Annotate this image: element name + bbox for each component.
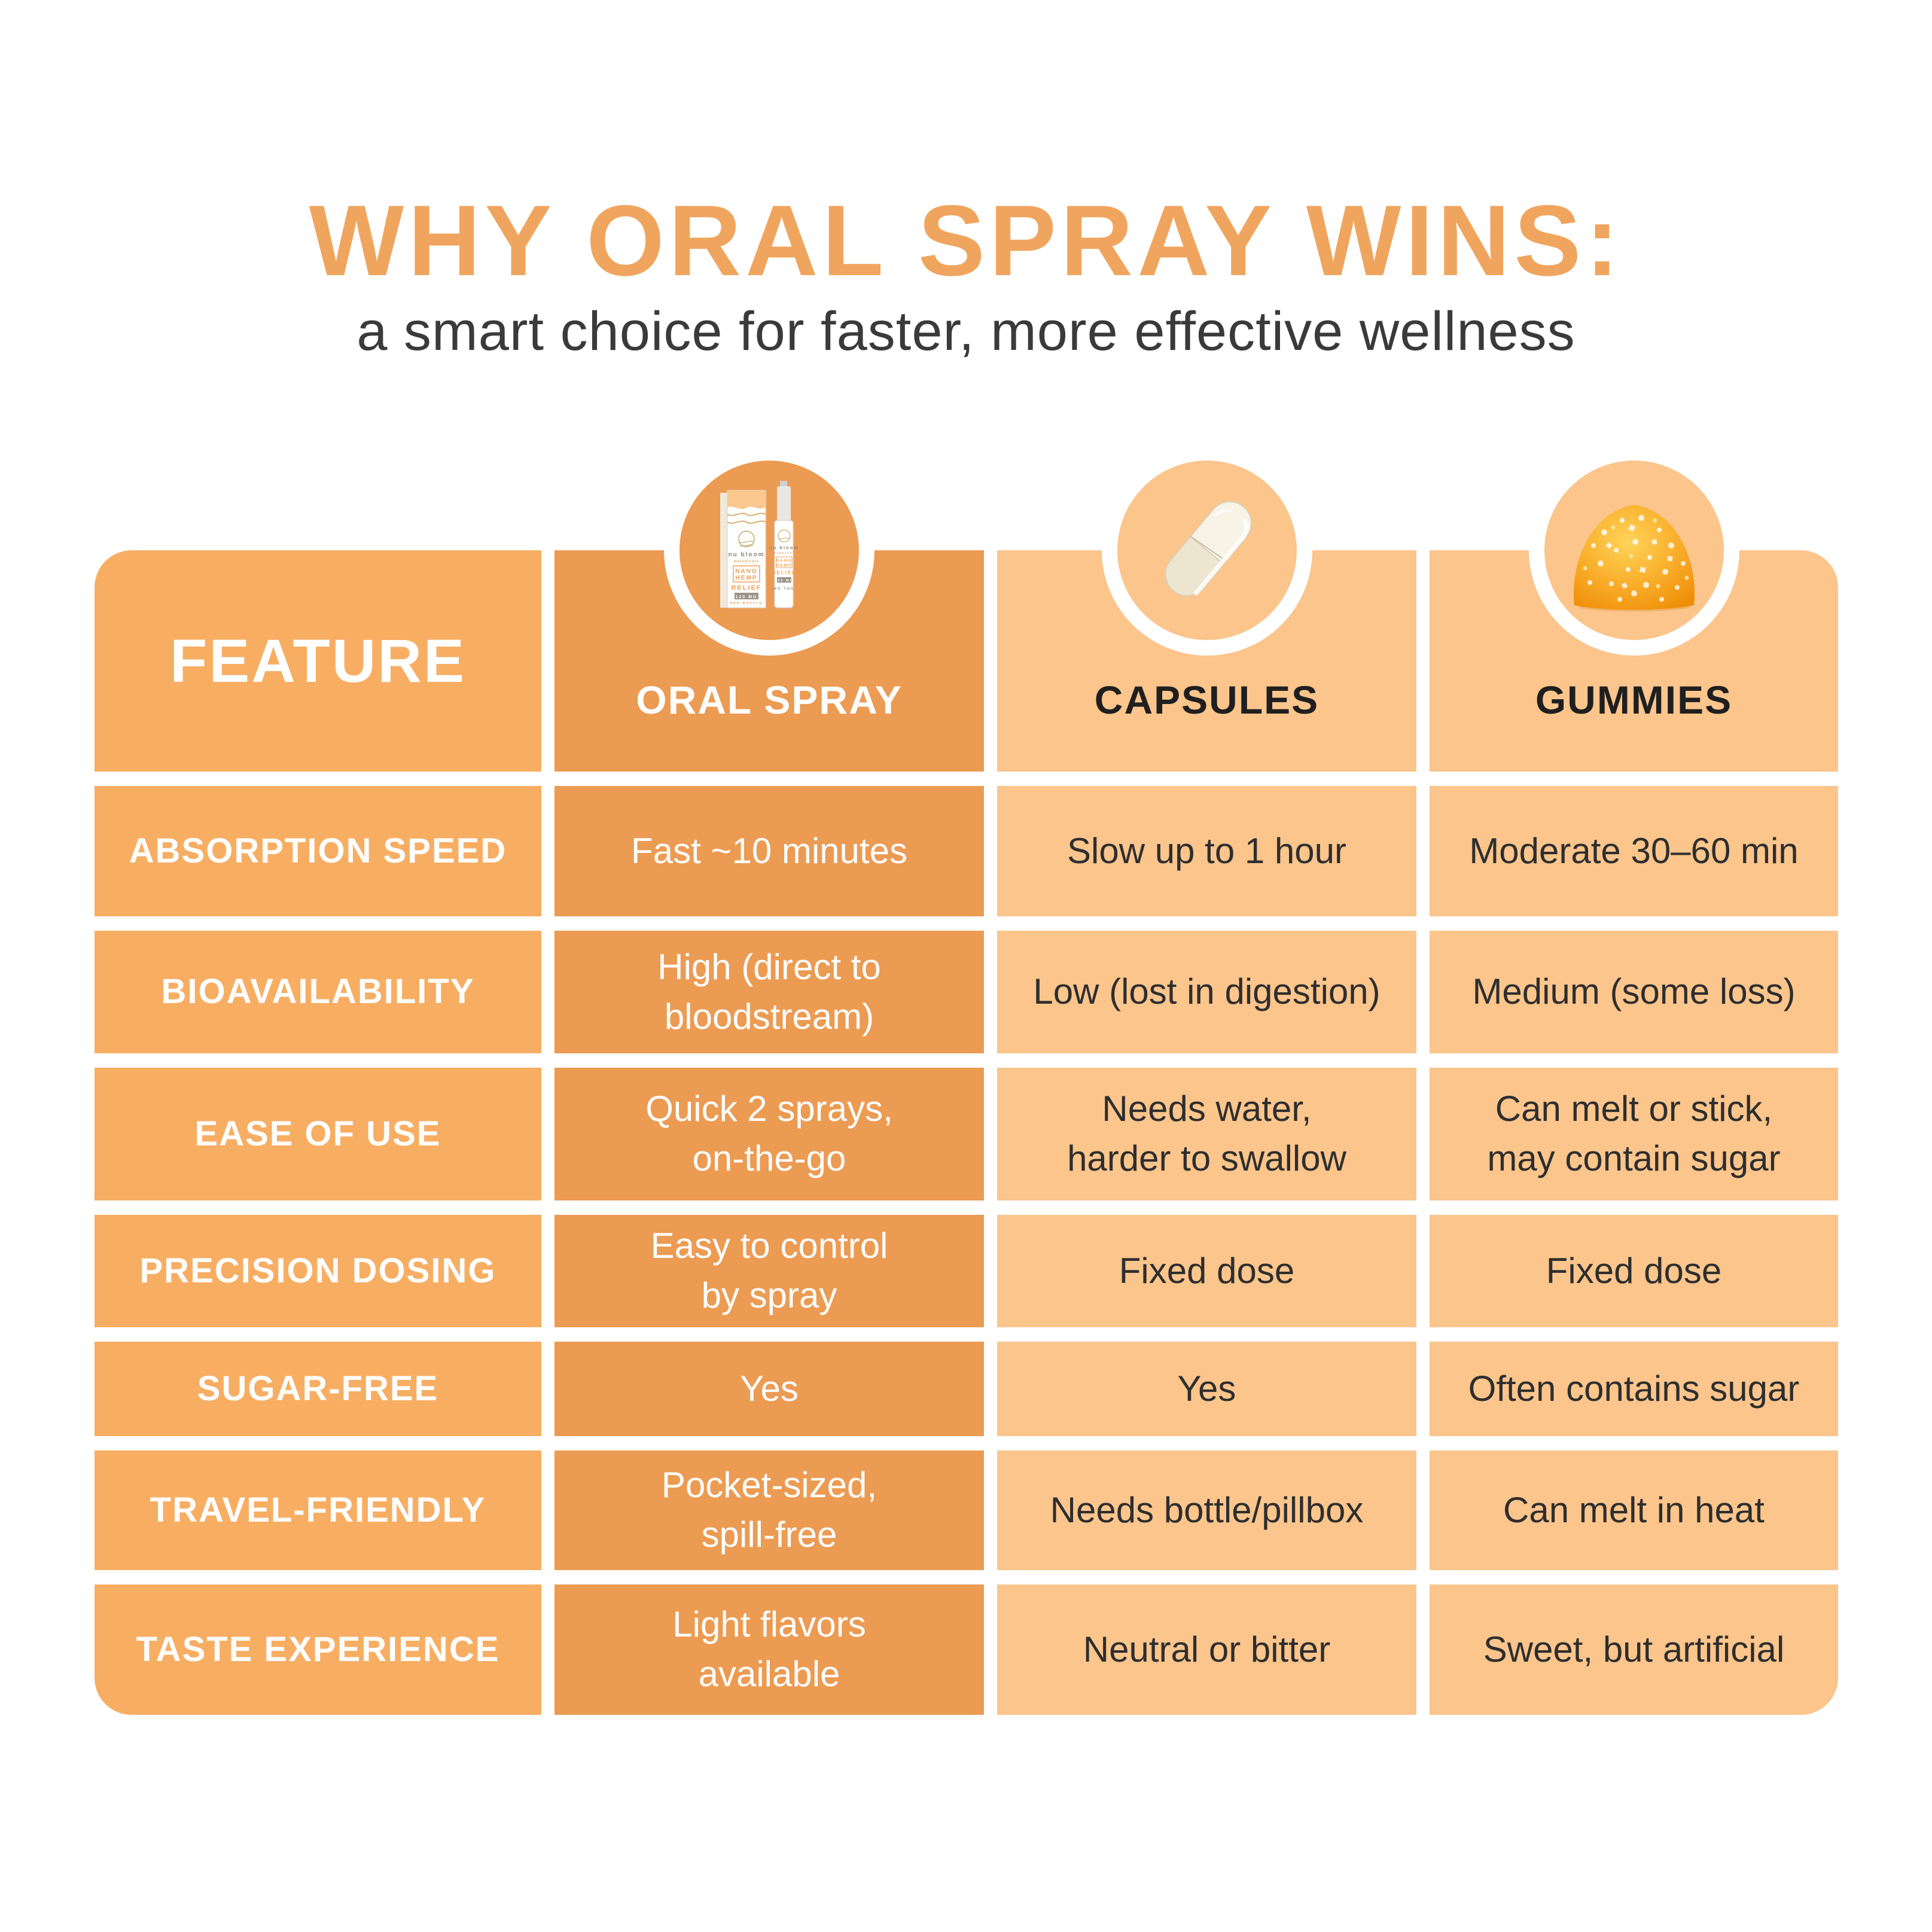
feature-header-label: FEATURE <box>169 626 467 695</box>
gummies-cell: Medium (some loss) <box>1430 931 1838 1053</box>
capsules-cell: Slow up to 1 hour <box>997 786 1416 916</box>
svg-text:botanicals: botanicals <box>771 551 798 555</box>
capsule-icon <box>1101 445 1312 656</box>
comparison-table: FEATURE nu bloom botanicals <box>95 445 1838 1715</box>
sugar-crystals <box>1587 515 1686 602</box>
sugar-crystals-light <box>1583 518 1689 589</box>
gummies-header-label: GUMMIES <box>1535 677 1733 722</box>
oral-spray-cell: High (direct to bloodstream) <box>554 931 984 1053</box>
gummies-header-cell: GUMMIES <box>1430 445 1838 772</box>
feature-cell: EASE OF USE <box>95 1068 541 1200</box>
svg-text:nu bloom: nu bloom <box>769 545 799 550</box>
oral-spray-cell: Pocket-sized, spill-free <box>554 1450 984 1570</box>
gummies-cell: Sweet, but artificial <box>1430 1584 1838 1715</box>
capsules-cell: Neutral or bitter <box>997 1584 1416 1715</box>
oral-spray-header-label: ORAL SPRAY <box>636 677 903 722</box>
gummies-cell: Often contains sugar <box>1430 1342 1838 1436</box>
oral-spray-cell: Fast ~10 minutes <box>554 786 984 916</box>
oral-spray-product-icon: nu bloom botanicals NANO HEMP RELIEF 120… <box>664 445 874 656</box>
feature-cell: PRECISION DOSING <box>95 1215 541 1327</box>
capsules-cell: Low (lost in digestion) <box>997 931 1416 1053</box>
svg-text:NANO: NANO <box>776 559 792 563</box>
capsules-header-cell: CAPSULES <box>997 445 1416 772</box>
page-title: WHY ORAL SPRAY WINS: <box>309 184 1623 297</box>
capsules-cell: Needs bottle/pillbox <box>997 1450 1416 1570</box>
feature-cell: TASTE EXPERIENCE <box>95 1584 541 1715</box>
feature-cell: ABSORPTION SPEED <box>95 786 541 916</box>
feature-header-cell: FEATURE <box>95 550 541 772</box>
oral-spray-header-cell: nu bloom botanicals NANO HEMP RELIEF 120… <box>554 445 984 772</box>
capsules-cell: Fixed dose <box>997 1215 1416 1327</box>
feature-cell: TRAVEL-FRIENDLY <box>95 1450 541 1570</box>
capsules-cell: Needs water, harder to swallow <box>997 1068 1416 1200</box>
oral-spray-cell: Light flavors available <box>554 1584 984 1715</box>
oral-spray-cell: Quick 2 sprays, on-the-go <box>554 1068 984 1200</box>
spray-pen-icon: nu bloom botanicals NANO HEMP RELIEF 120… <box>769 481 799 608</box>
feature-cell: BIOAVAILABILITY <box>95 931 541 1053</box>
gummy-icon <box>1528 445 1739 656</box>
svg-text:HEMP: HEMP <box>736 575 758 581</box>
svg-text:RELIEF: RELIEF <box>772 570 796 575</box>
oral-spray-cell: Easy to control by spray <box>554 1215 984 1327</box>
capsules-header-label: CAPSULES <box>1094 677 1320 722</box>
svg-text:nu bloom: nu bloom <box>729 551 765 558</box>
svg-text:NO THC: NO THC <box>774 587 795 591</box>
svg-text:botanicals: botanicals <box>734 559 759 563</box>
svg-text:RELIEF: RELIEF <box>731 584 761 592</box>
oral-spray-cell: Yes <box>554 1342 984 1436</box>
svg-text:HEMP: HEMP <box>776 563 793 568</box>
spray-box-icon: nu bloom botanicals NANO HEMP RELIEF 120… <box>720 490 766 608</box>
svg-text:NANO: NANO <box>735 568 757 575</box>
gummies-cell: Can melt or stick, may contain sugar <box>1430 1068 1838 1200</box>
gummies-cell: Moderate 30–60 min <box>1430 786 1838 916</box>
gummies-cell: Fixed dose <box>1430 1215 1838 1327</box>
capsules-cell: Yes <box>997 1342 1416 1436</box>
page-subtitle: a smart choice for faster, more effectiv… <box>356 301 1576 362</box>
svg-text:120 MG: 120 MG <box>775 579 794 583</box>
feature-cell: SUGAR-FREE <box>95 1342 541 1436</box>
gummies-cell: Can melt in heat <box>1430 1450 1838 1570</box>
capsule-shape <box>1165 501 1252 596</box>
svg-text:120 MG: 120 MG <box>736 595 758 599</box>
svg-text:PER BOTTLE: PER BOTTLE <box>730 602 763 605</box>
gummy-shape <box>1573 505 1695 611</box>
